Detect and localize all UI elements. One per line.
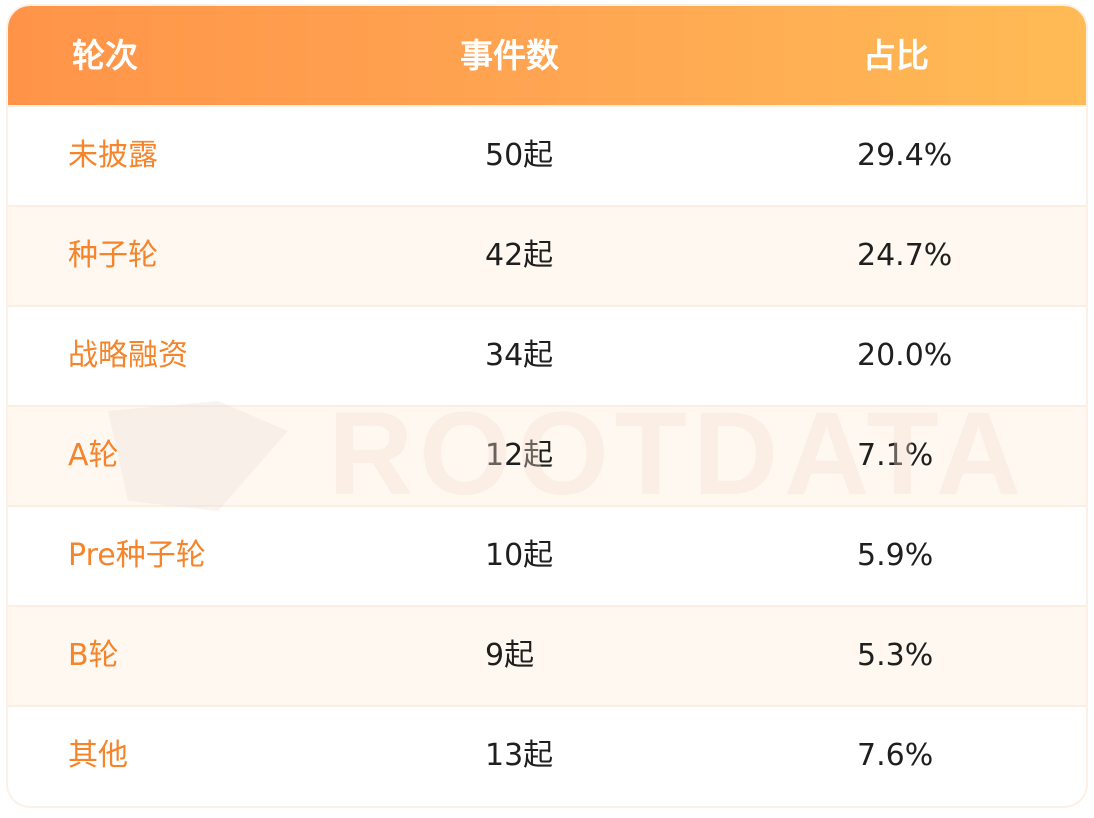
table-row: 其他 13起 7.6% [8,705,1086,805]
cell-event-count: 9起 [485,638,535,673]
cell-round: A轮 [68,438,119,473]
cell-round: B轮 [68,638,119,673]
cell-share: 5.9% [857,538,934,573]
cell-round: 战略融资 [68,338,188,373]
table-row: B轮 9起 5.3% [8,605,1086,705]
rootdata-logo-watermark [108,401,288,511]
cell-round: Pre种子轮 [68,538,206,573]
cell-round: 其他 [68,738,128,773]
cell-event-count: 13起 [485,738,554,773]
cell-share: 20.0% [857,338,953,373]
cell-event-count: 34起 [485,338,554,373]
cell-round: 种子轮 [68,238,158,273]
cell-share: 7.1% [857,438,934,473]
table-row: 战略融资 34起 20.0% [8,305,1086,405]
cell-event-count: 10起 [485,538,554,573]
cell-share: 5.3% [857,638,934,673]
table-row: A轮 12起 7.1% [8,405,1086,505]
cell-event-count: 12起 [485,438,554,473]
header-event-count: 事件数 [460,36,559,75]
table-row: 种子轮 42起 24.7% [8,205,1086,305]
header-round: 轮次 [72,36,138,75]
cell-event-count: 42起 [485,238,554,273]
cell-share: 29.4% [857,138,953,173]
table-header: 轮次 事件数 占比 [8,6,1086,105]
header-share: 占比 [863,36,929,75]
cell-event-count: 50起 [485,138,554,173]
cell-round: 未披露 [68,138,158,173]
table-row: Pre种子轮 10起 5.9% [8,505,1086,605]
cell-share: 24.7% [857,238,953,273]
cell-share: 7.6% [857,738,934,773]
funding-round-table: 轮次 事件数 占比 未披露 50起 29.4% 种子轮 42起 24.7% 战略融资 34起 2… [8,6,1086,806]
table-row: 未披露 50起 29.4% [8,105,1086,205]
